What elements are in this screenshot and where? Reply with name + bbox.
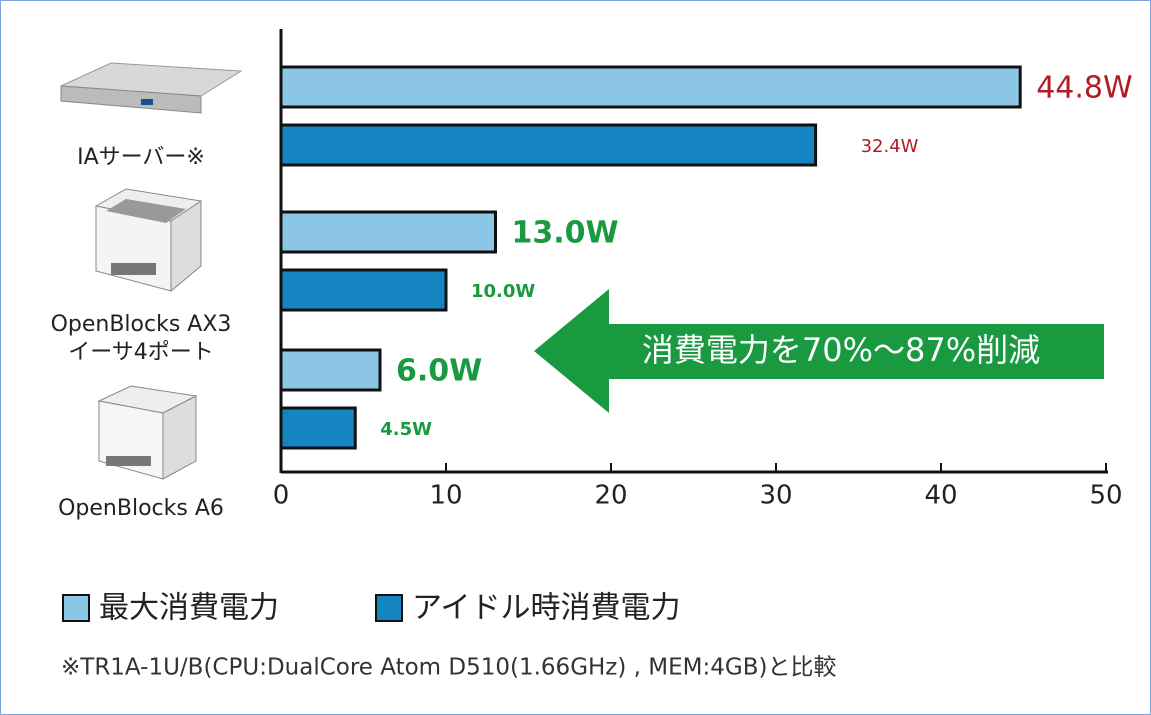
value-label: 10.0W [471,281,535,302]
value-label: 13.0W [512,216,619,251]
bar [279,348,382,392]
server-icon [60,62,243,114]
a6-icon [97,385,198,480]
bar [279,406,357,450]
annotation-arrow: 消費電力を70%～87%削減 [534,289,1104,413]
legend-label: アイドル時消費電力 [412,591,681,626]
legend-swatch [375,594,403,622]
x-tick-label: 30 [759,481,792,511]
category-label: OpenBlocks AX3 イーサ4ポート [50,312,232,365]
annotation: 消費電力を70%～87%削減 [642,331,1040,369]
bar [279,123,818,167]
value-label: 4.5W [380,419,432,440]
value-label: 32.4W [861,136,919,157]
legend-swatch [62,594,90,622]
x-tick-label: 50 [1089,481,1122,511]
value-label: 44.8W [1036,71,1132,106]
bar [279,210,497,254]
legend-label: 最大消費電力 [99,591,279,626]
x-tick-label: 0 [273,481,290,511]
value-label: 6.0W [396,354,482,389]
x-tick-label: 20 [594,481,627,511]
x-tick-label: 40 [924,481,957,511]
bar [279,65,1022,109]
x-tick-label: 10 [429,481,462,511]
bar [279,268,448,312]
ax3-icon [94,188,203,293]
category-label: IAサーバー※ [77,145,205,170]
footnote: ※TR1A-1U/B(CPU:DualCore Atom D510(1.66GH… [61,655,836,681]
category-label: OpenBlocks A6 [58,496,224,521]
